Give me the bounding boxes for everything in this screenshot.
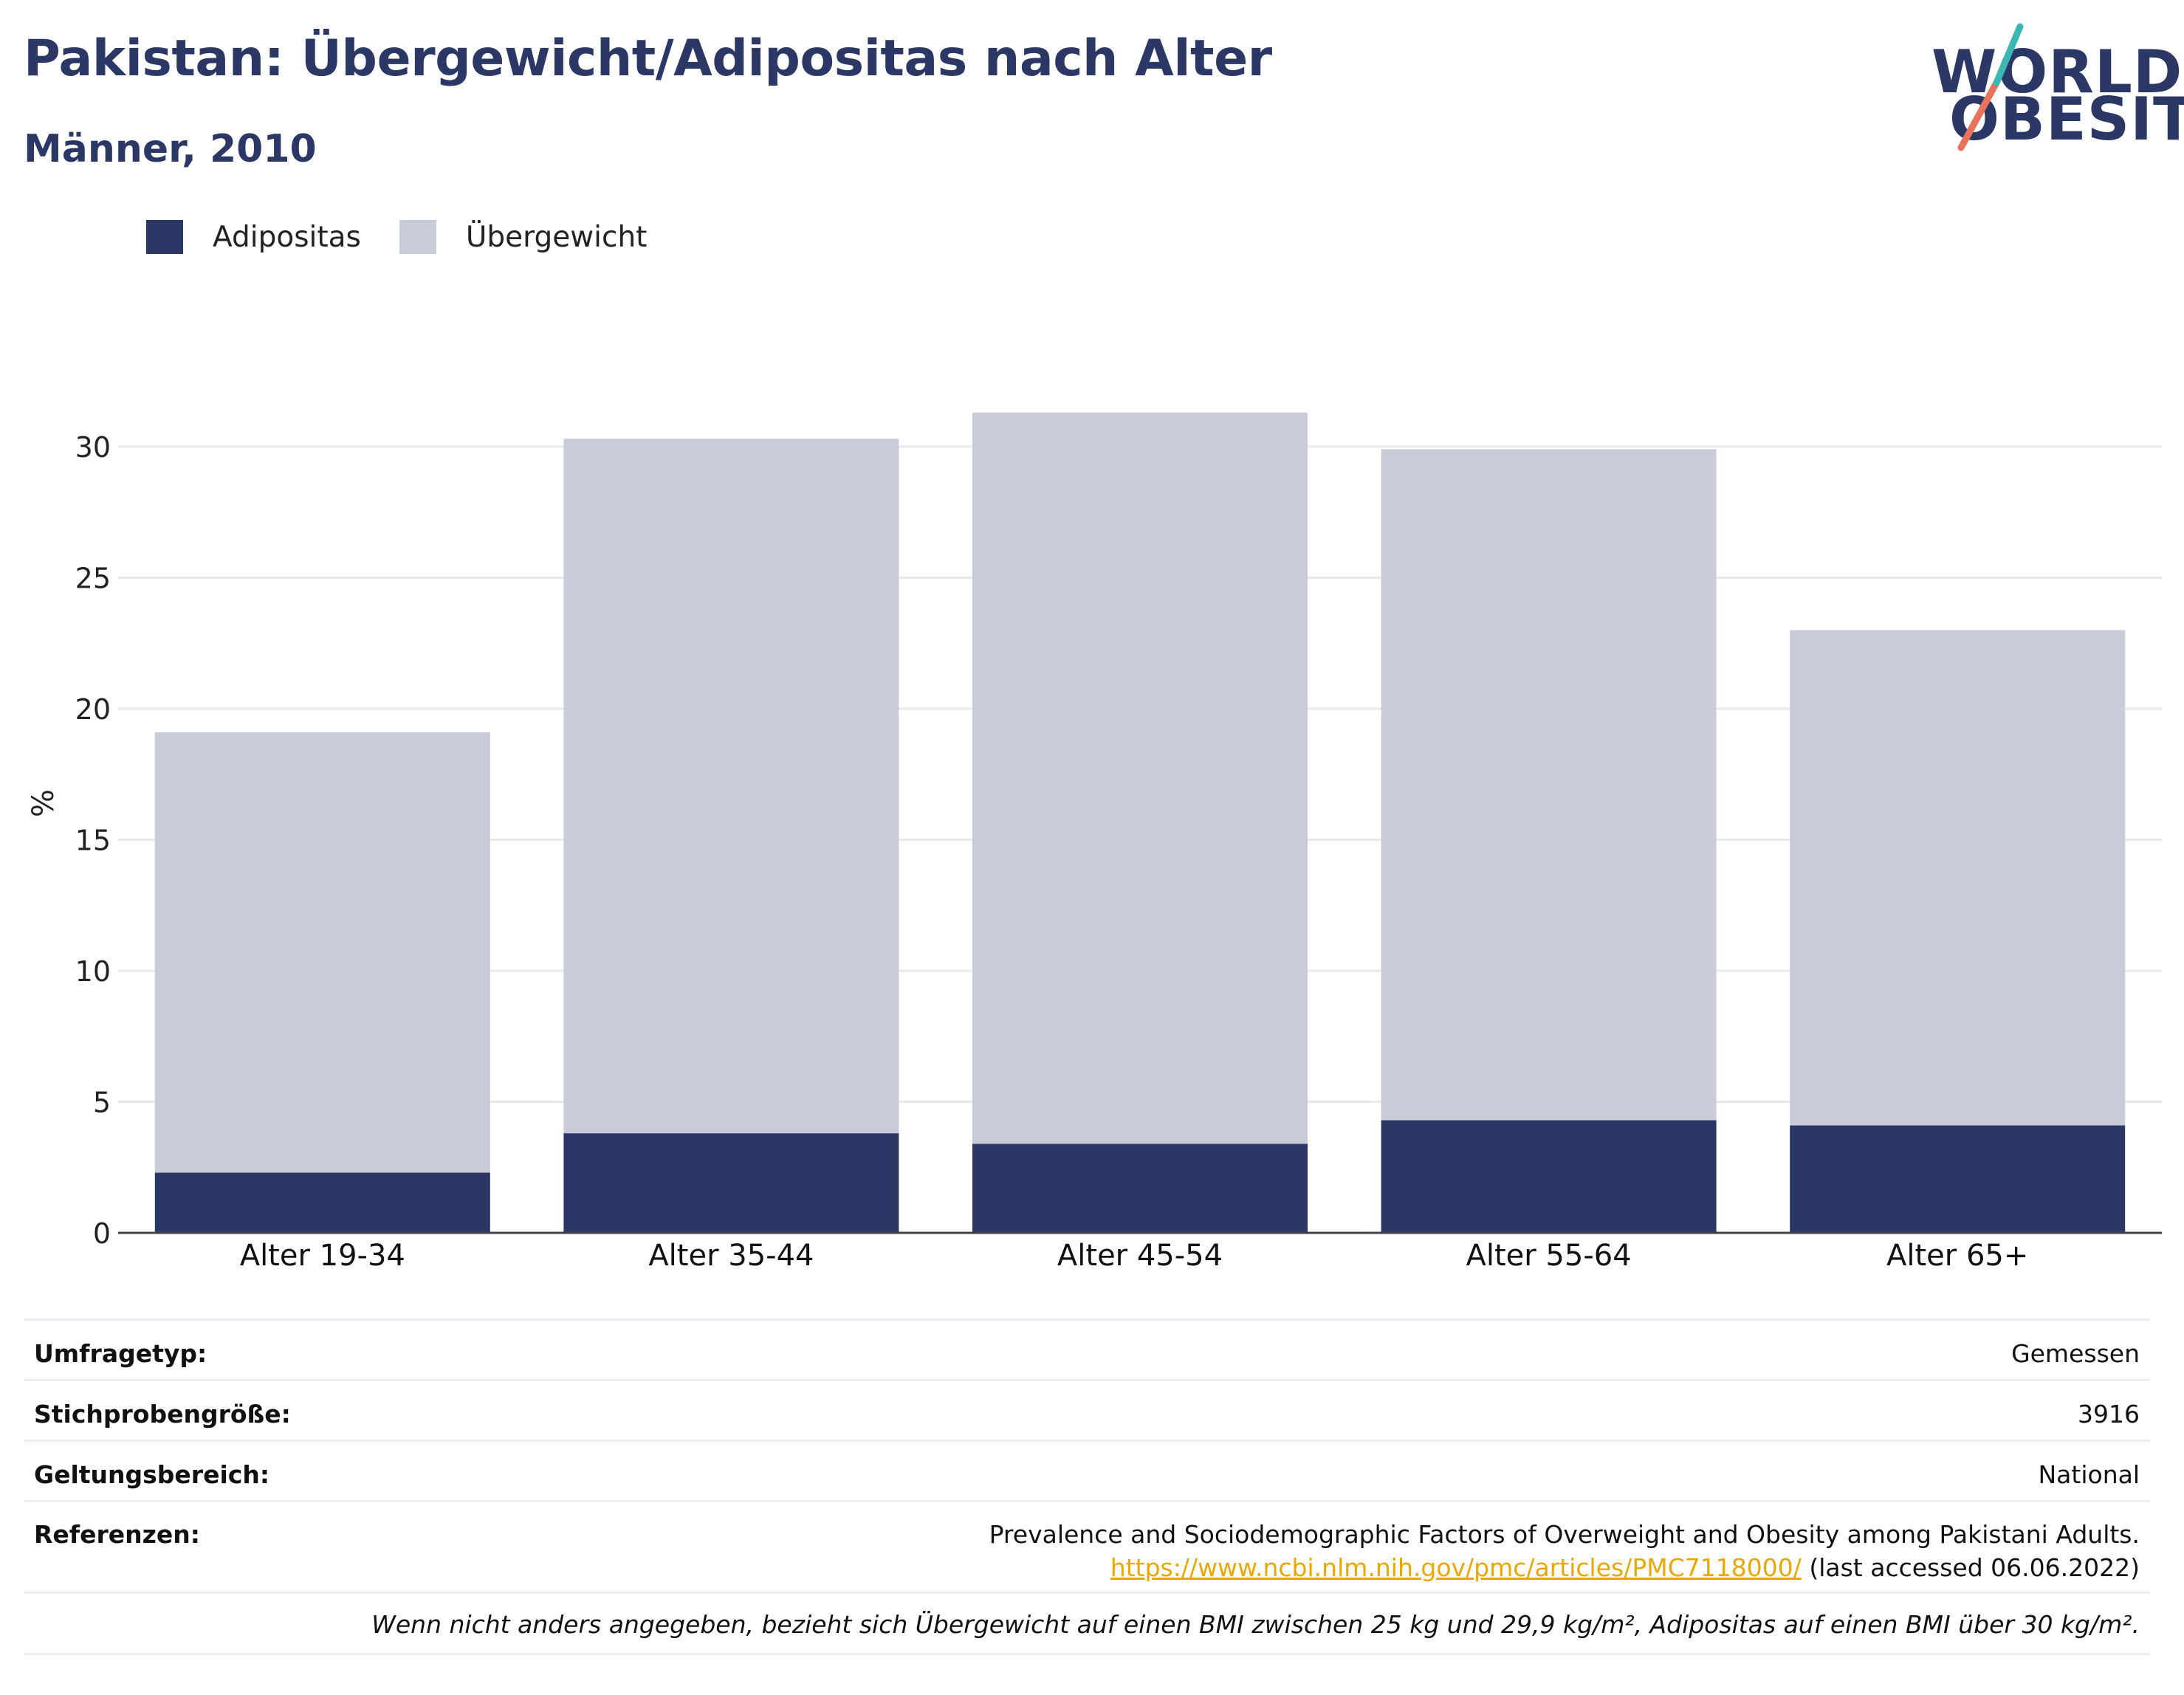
info-row-scope: Geltungsbereich: National (24, 1442, 2150, 1500)
info-table: Umfragetyp: Gemessen Stichprobengröße: 3… (24, 1318, 2150, 1655)
y-tick-label: 10 (75, 955, 111, 988)
y-axis-title: % (27, 789, 61, 817)
bar-segment-uebergewicht[interactable] (563, 439, 899, 1134)
info-row-sample-size: Stichprobengröße: 3916 (24, 1381, 2150, 1440)
info-row-survey-type: Umfragetyp: Gemessen (24, 1321, 2150, 1379)
info-divider (24, 1592, 2150, 1594)
y-tick-label: 20 (75, 693, 111, 726)
logo-word-world: WORLD (1931, 38, 2183, 106)
y-tick-label: 30 (75, 431, 111, 464)
info-label-scope: Geltungsbereich: (34, 1460, 270, 1489)
bar-segment-adipositas[interactable] (1381, 1120, 1717, 1233)
bar-segment-adipositas[interactable] (972, 1144, 1308, 1233)
info-value-survey-type: Gemessen (2011, 1339, 2140, 1368)
info-value-sample-size: 3916 (2078, 1400, 2140, 1428)
legend-swatch-uebergewicht (399, 220, 436, 254)
info-label-survey-type: Umfragetyp: (34, 1339, 207, 1368)
info-row-references: Referenzen: Prevalence and Sociodemograp… (24, 1502, 2150, 1592)
legend-label-adipositas: Adipositas (213, 220, 361, 254)
info-divider (24, 1653, 2150, 1655)
x-tick-label: Alter 55-64 (1466, 1239, 1632, 1273)
info-divider (24, 1440, 2150, 1442)
reference-block: Prevalence and Sociodemographic Factors … (989, 1520, 2140, 1582)
bar-segment-adipositas[interactable] (154, 1172, 490, 1233)
info-label-sample-size: Stichprobengröße: (34, 1400, 291, 1428)
y-tick-label: 15 (75, 825, 111, 857)
info-value-scope: National (2038, 1460, 2140, 1489)
x-tick-label: Alter 19-34 (240, 1239, 405, 1273)
info-divider (24, 1318, 2150, 1321)
y-tick-label: 0 (93, 1217, 111, 1250)
bar-segment-uebergewicht[interactable] (1790, 630, 2126, 1126)
logo-slash-icon (1957, 23, 2024, 151)
bar-segment-uebergewicht[interactable] (1381, 449, 1717, 1121)
reference-title: Prevalence and Sociodemographic Factors … (989, 1520, 2140, 1549)
bar-segment-uebergewicht[interactable] (154, 732, 490, 1173)
bmi-definition-note: Wenn nicht anders angegeben, bezieht sic… (371, 1610, 2140, 1639)
reference-accessed: (last accessed 06.06.2022) (1809, 1553, 2140, 1582)
y-tick-label: 5 (93, 1087, 111, 1119)
legend-item-adipositas[interactable]: Adipositas (146, 220, 361, 254)
chart-subtitle: Männer, 2010 (24, 127, 317, 171)
y-tick-label: 25 (75, 563, 111, 595)
bar-segment-adipositas[interactable] (1790, 1125, 2126, 1233)
legend-swatch-adipositas (146, 220, 183, 254)
chart-title: Pakistan: Übergewicht/Adipositas nach Al… (24, 30, 1272, 88)
info-divider (24, 1500, 2150, 1502)
x-tick-label: Alter 65+ (1886, 1239, 2028, 1273)
bar-segment-uebergewicht[interactable] (972, 412, 1308, 1144)
bar-segment-adipositas[interactable] (563, 1133, 899, 1233)
stacked-bar-chart: 0 5 10 15 20 25 30% Alter 19-34 Alter 35-44 Alter… (27, 412, 2162, 1273)
info-label-references: Referenzen: (34, 1520, 200, 1549)
chart-legend: Adipositas Übergewicht (146, 220, 685, 254)
legend-item-uebergewicht[interactable]: Übergewicht (399, 220, 648, 254)
legend-label-uebergewicht: Übergewicht (465, 220, 648, 254)
world-obesity-logo: WORLD OBESITY (1920, 21, 2184, 161)
x-tick-label: Alter 45-54 (1057, 1239, 1223, 1273)
info-divider (24, 1379, 2150, 1381)
x-tick-label: Alter 35-44 (648, 1239, 814, 1273)
reference-link[interactable]: https://www.ncbi.nlm.nih.gov/pmc/article… (1110, 1553, 1802, 1582)
